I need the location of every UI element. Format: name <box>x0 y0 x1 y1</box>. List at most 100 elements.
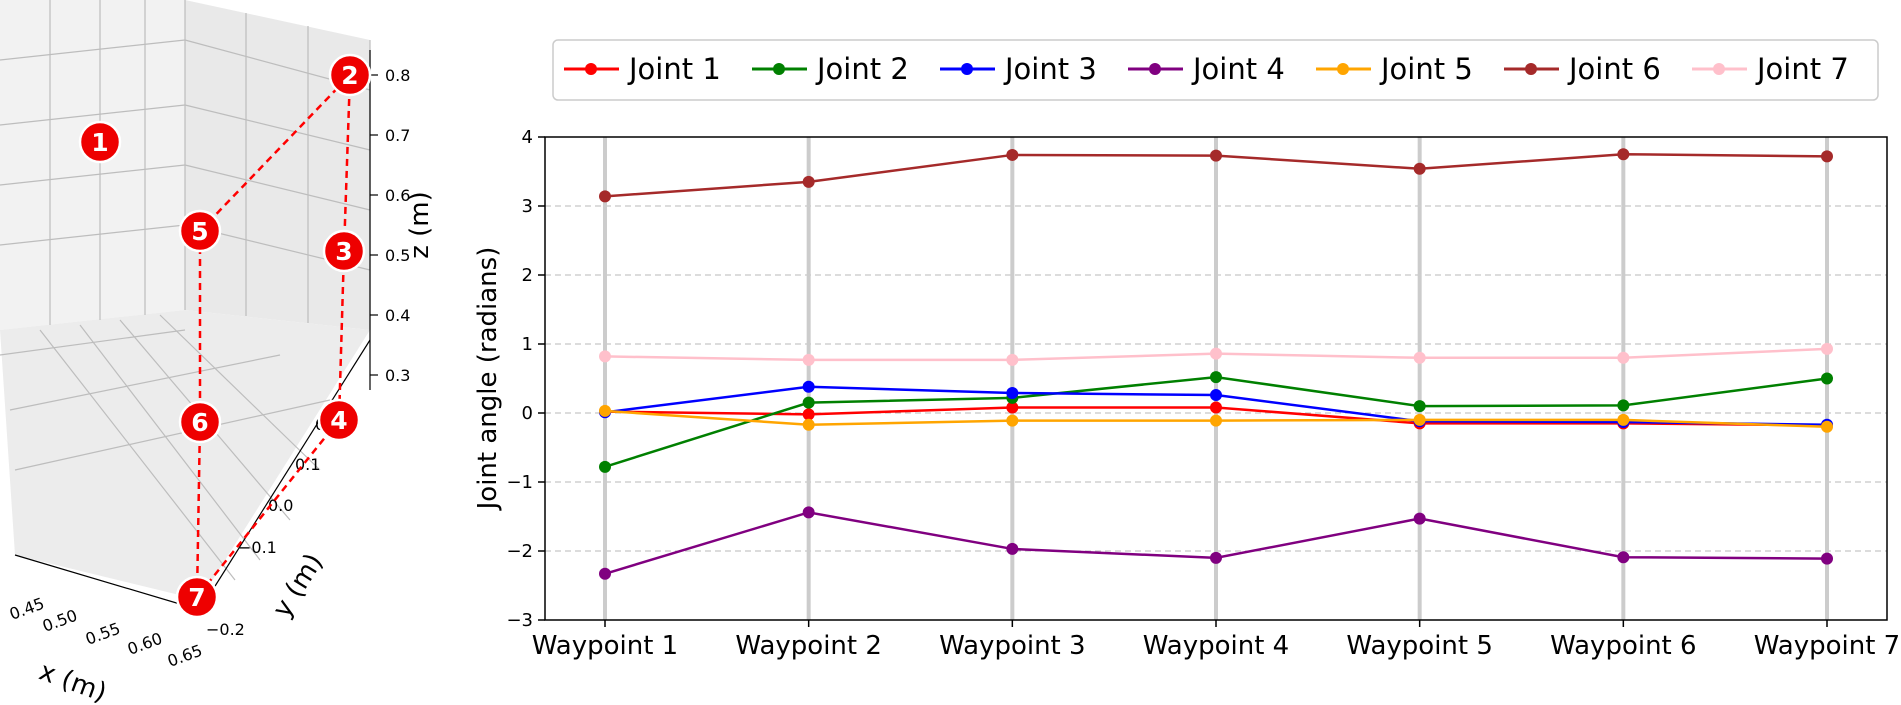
waypoint-circle <box>175 575 219 619</box>
z-tick-label: 0.3 <box>385 366 410 385</box>
y-tick-label: −0.1 <box>238 538 277 557</box>
waypoint-label: 1 <box>91 128 108 157</box>
grid-line <box>184 164 371 211</box>
data-point <box>1210 414 1222 427</box>
grid-line <box>0 39 186 61</box>
grid-line <box>39 329 236 581</box>
legend-label: Joint 7 <box>1755 52 1849 86</box>
data-point <box>1413 512 1426 525</box>
data-point <box>599 404 611 417</box>
data-point <box>1006 414 1019 427</box>
pane-left-wall <box>0 0 185 330</box>
data-point <box>1413 400 1426 413</box>
waypoint-label: 5 <box>191 217 208 246</box>
grid-line <box>0 224 186 246</box>
waypoint-circle <box>178 209 222 253</box>
waypoint-label: 2 <box>341 61 358 90</box>
legend-label: Joint 3 <box>1003 52 1097 86</box>
data-point <box>1210 347 1222 360</box>
legend-label: Joint 4 <box>1191 52 1285 86</box>
waypoint-circle <box>78 120 122 164</box>
legend-label: Joint 6 <box>1567 52 1661 86</box>
data-point <box>599 350 611 363</box>
waypoint-marker-2: 2 <box>328 53 372 97</box>
y-tick-label: 2 <box>522 265 533 286</box>
legend-item: Joint 4 <box>1128 52 1285 86</box>
data-point <box>802 353 815 366</box>
legend-marker <box>1337 63 1349 75</box>
data-point <box>1617 399 1630 412</box>
y-tick-label: 0.1 <box>295 455 320 474</box>
data-point <box>802 175 815 188</box>
y-tick-label: −3 <box>506 610 533 631</box>
data-point <box>1006 401 1019 414</box>
legend-label: Joint 1 <box>627 52 721 86</box>
series-joint-6 <box>599 148 1833 203</box>
grid-line <box>79 324 261 561</box>
legend-item: Joint 5 <box>1316 52 1473 86</box>
y-tick-label: −2 <box>506 541 533 562</box>
data-point <box>1413 413 1426 426</box>
x-tick-label: 0.60 <box>125 629 165 659</box>
x-tick-label: Waypoint 1 <box>532 631 678 661</box>
data-point <box>1821 420 1833 433</box>
data-point <box>1821 342 1833 355</box>
x-axis-line <box>14 554 201 611</box>
waypoint-markers: 1 2 3 4 5 6 7 <box>78 53 372 619</box>
y-axis-label: y (m) <box>267 548 329 623</box>
grid-line <box>0 329 186 356</box>
x-tick-label: Waypoint 7 <box>1754 631 1900 661</box>
data-point <box>1413 162 1426 175</box>
data-point <box>1617 148 1630 161</box>
data-point <box>1617 551 1630 564</box>
legend-marker <box>961 63 973 75</box>
data-point <box>1617 413 1630 426</box>
z-tick-label: 0.4 <box>385 306 410 325</box>
waypoint-label: 4 <box>330 406 347 435</box>
z-axis-label: z (m) <box>405 191 435 259</box>
data-point <box>1617 351 1630 364</box>
grid-line <box>9 354 281 411</box>
legend-item: Joint 3 <box>940 52 1097 86</box>
z-tick-label: 0.5 <box>385 246 410 265</box>
waypoint-marker-7: 7 <box>175 575 219 619</box>
series-joint-7 <box>599 342 1833 366</box>
legend-item: Joint 1 <box>564 52 721 86</box>
y-axis-label: Joint angle (radians) <box>473 247 503 512</box>
path-segment <box>196 419 340 598</box>
data-point <box>1821 150 1833 163</box>
plot-3d: 0.30.40.50.60.70.8−0.2−0.10.00.10.20.450… <box>0 0 435 705</box>
path-segment <box>342 74 352 252</box>
y-axis-line <box>199 339 371 611</box>
data-point <box>802 418 815 431</box>
waypoint-circle <box>322 229 366 273</box>
waypoint-label: 7 <box>188 583 205 612</box>
data-point <box>599 567 611 580</box>
legend-marker <box>585 63 597 75</box>
x-tick-label: Waypoint 5 <box>1346 631 1492 661</box>
grid-line <box>0 164 186 186</box>
y-tick-label: −0.2 <box>206 620 245 639</box>
data-point <box>802 380 815 393</box>
x-axis-ticks: Waypoint 1 Waypoint 2 Waypoint 3 Waypoint 4… <box>532 620 1900 661</box>
data-point <box>1413 351 1426 364</box>
z-tick-label: 0.7 <box>385 126 410 145</box>
waypoint-marker-6: 6 <box>178 400 222 444</box>
waypoint-circle <box>328 53 372 97</box>
y-tick-label: −1 <box>506 472 533 493</box>
grid-line <box>184 104 371 151</box>
legend-frame <box>552 39 1879 101</box>
path-segment <box>199 74 351 232</box>
waypoint-marker-3: 3 <box>322 229 366 273</box>
y-tick-label: 4 <box>522 127 533 148</box>
z-tick-label: 0.8 <box>385 66 410 85</box>
data-point <box>599 190 611 203</box>
x-axis-label: x (m) <box>35 657 110 705</box>
data-point <box>802 396 815 409</box>
legend-marker <box>1525 63 1537 75</box>
waypoint-marker-4: 4 <box>317 398 361 442</box>
y-axis-ticks: −3 −2 −1 0 1 2 3 4 <box>506 127 545 631</box>
data-point <box>1821 552 1833 565</box>
legend-label: Joint 2 <box>815 52 909 86</box>
